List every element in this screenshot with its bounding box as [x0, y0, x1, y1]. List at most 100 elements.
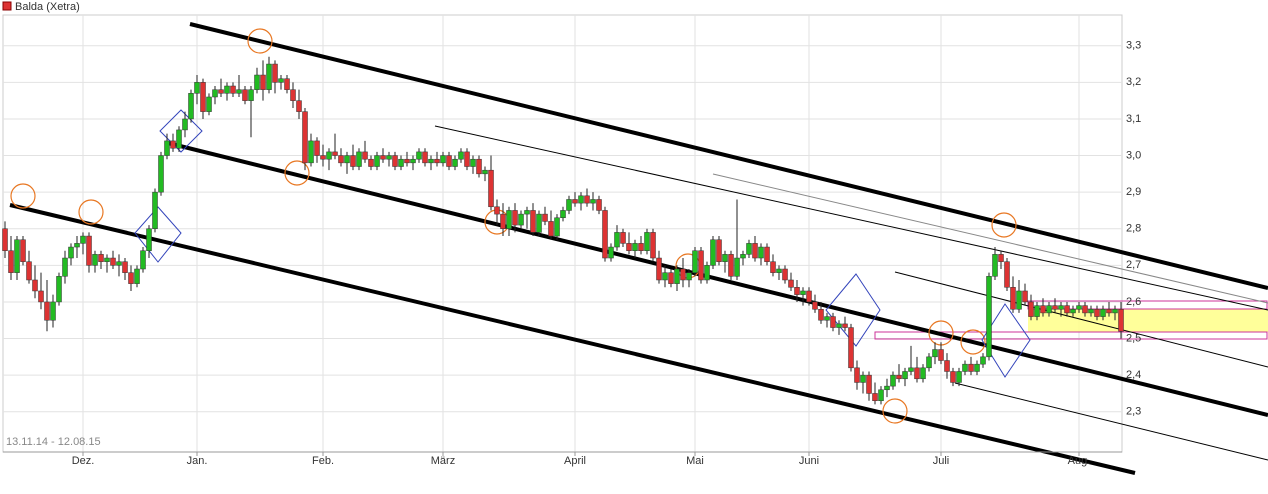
candle-body: [242, 89, 248, 101]
candle-body: [542, 213, 548, 222]
candle-body: [392, 155, 398, 167]
candle-body: [578, 195, 584, 204]
date-range: 13.11.14 - 12.08.15: [6, 436, 101, 448]
candle-body: [458, 151, 464, 160]
candle-body: [158, 155, 164, 193]
candle-body: [248, 89, 254, 101]
candle-body: [662, 272, 668, 281]
trend-line: [434, 125, 1268, 311]
candle-body: [728, 254, 734, 277]
y-tick-label: 2,6: [1126, 296, 1141, 308]
x-tick-label: Dez.: [72, 455, 95, 467]
marker-diamond: [134, 206, 182, 263]
candle-body: [8, 250, 14, 273]
candles: [2, 56, 1124, 405]
candle-body: [668, 272, 674, 284]
candle-body: [716, 239, 722, 262]
candle-body: [1100, 309, 1106, 317]
candle-body: [224, 85, 230, 94]
candle-body: [842, 323, 848, 328]
candle-body: [446, 155, 452, 167]
candle-body: [80, 235, 86, 244]
candle-body: [956, 371, 962, 383]
trend-line: [9, 203, 1136, 475]
candle-body: [338, 155, 344, 164]
candle-body: [416, 151, 422, 160]
candle-body: [572, 199, 578, 204]
legend-swatch: [2, 1, 12, 11]
candle-body: [854, 367, 860, 383]
candle-body: [188, 93, 194, 120]
x-tick-label: Aug.: [1068, 455, 1091, 467]
candle-body: [422, 151, 428, 164]
candle-body: [1010, 287, 1016, 310]
candle-body: [464, 151, 470, 167]
candle-body: [1076, 305, 1082, 310]
zone-box: [1027, 300, 1268, 310]
candle-body: [182, 118, 188, 131]
candle-body: [104, 257, 110, 262]
trend-line: [954, 382, 1268, 461]
candle-body: [2, 228, 8, 251]
candle-body: [710, 239, 716, 266]
x-tick-label: Jan.: [187, 455, 208, 467]
candle-body: [638, 243, 644, 251]
candle-body: [350, 155, 356, 167]
candle-body: [308, 140, 314, 164]
candle-body: [920, 367, 926, 380]
candle-body: [890, 374, 896, 387]
candle-body: [134, 268, 140, 284]
y-tick-label: 3,3: [1126, 40, 1141, 52]
x-tick-label: Feb.: [312, 455, 334, 467]
candle-body: [38, 290, 44, 303]
marker-circle: [882, 398, 908, 424]
candle-body: [968, 363, 974, 372]
candle-body: [200, 82, 206, 112]
candle-body: [944, 360, 950, 372]
candle-body: [362, 151, 368, 160]
candle-body: [860, 374, 866, 383]
candle-body: [302, 111, 308, 164]
candle-body: [974, 363, 980, 372]
candle-body: [290, 89, 296, 101]
candle-body: [110, 257, 116, 266]
y-tick-label: 2,7: [1126, 259, 1141, 271]
candle-body: [962, 363, 968, 372]
y-tick-label: 2,5: [1126, 332, 1141, 344]
candle-body: [74, 243, 80, 248]
candle-body: [1052, 305, 1058, 310]
candle-body: [14, 239, 20, 273]
candle-body: [806, 290, 812, 303]
candle-body: [1040, 305, 1046, 314]
candle-body: [494, 206, 500, 215]
candle-body: [656, 257, 662, 281]
annotations: [9, 22, 1268, 475]
candle-body: [902, 371, 908, 380]
candle-body: [980, 356, 986, 365]
marker-circle: [960, 329, 986, 355]
marker-circle: [10, 183, 36, 209]
candle-body: [554, 217, 560, 237]
candle-body: [92, 254, 98, 266]
candle-body: [326, 151, 332, 160]
candle-body: [926, 356, 932, 369]
candle-body: [122, 261, 128, 273]
candle-body: [194, 82, 200, 94]
candle-body: [992, 254, 998, 277]
marker-diamond: [159, 109, 203, 153]
candle-body: [218, 89, 224, 94]
candle-body: [788, 279, 794, 288]
candle-body: [932, 349, 938, 358]
candle-body: [170, 140, 176, 149]
candle-body: [650, 232, 656, 259]
candle-body: [68, 246, 74, 259]
candle-body: [614, 232, 620, 248]
candle-body: [374, 155, 380, 167]
candle-body: [938, 349, 944, 361]
candle-body: [764, 246, 770, 262]
candle-body: [626, 243, 632, 251]
marker-circle: [284, 160, 310, 186]
candle-body: [254, 74, 260, 90]
